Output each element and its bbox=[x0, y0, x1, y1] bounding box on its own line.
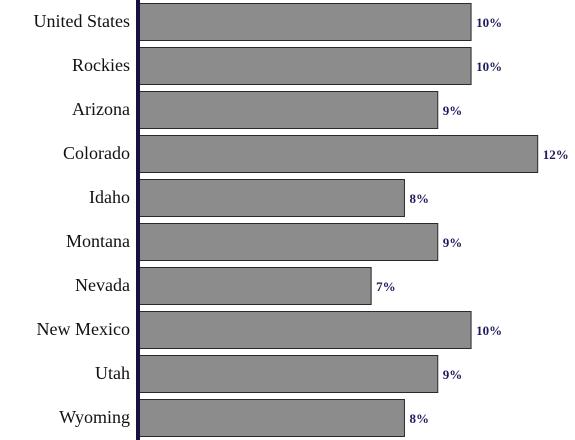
bar bbox=[137, 179, 405, 217]
value-label: 9% bbox=[443, 367, 463, 382]
bar bbox=[137, 91, 439, 129]
category-label: Wyoming bbox=[59, 407, 130, 427]
category-label: Utah bbox=[95, 363, 130, 383]
bar bbox=[137, 135, 539, 173]
value-label: 7% bbox=[376, 279, 396, 294]
value-label: 10% bbox=[476, 323, 502, 338]
value-label: 9% bbox=[443, 103, 463, 118]
category-label: Colorado bbox=[63, 143, 130, 163]
category-label: Rockies bbox=[72, 55, 130, 75]
value-label: 10% bbox=[476, 59, 502, 74]
category-label: United States bbox=[34, 11, 131, 31]
value-label: 8% bbox=[409, 191, 429, 206]
bar bbox=[137, 399, 405, 437]
value-label: 9% bbox=[443, 235, 463, 250]
value-label: 10% bbox=[476, 15, 502, 30]
category-label: Montana bbox=[66, 231, 130, 251]
bar bbox=[137, 311, 472, 349]
category-label: New Mexico bbox=[37, 319, 130, 339]
value-label: 12% bbox=[543, 147, 569, 162]
category-label: Idaho bbox=[89, 187, 130, 207]
category-label: Arizona bbox=[72, 99, 130, 119]
bar bbox=[137, 3, 472, 41]
value-label: 8% bbox=[409, 411, 429, 426]
bar bbox=[137, 223, 439, 261]
category-label: Nevada bbox=[75, 275, 130, 295]
bar bbox=[137, 355, 439, 393]
bar bbox=[137, 47, 472, 85]
bar bbox=[137, 267, 372, 305]
